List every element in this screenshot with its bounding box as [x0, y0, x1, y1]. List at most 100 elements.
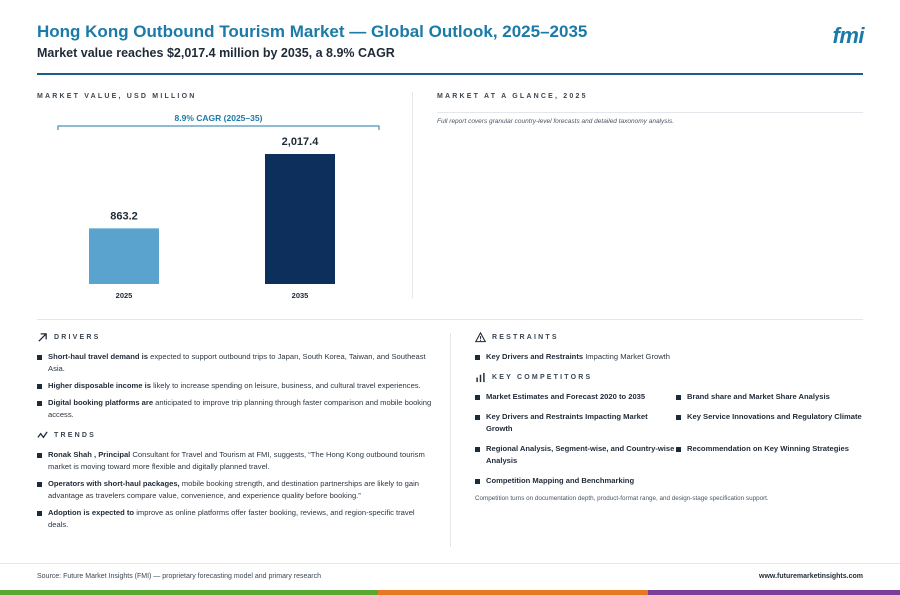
- arrow-up-right-icon: [38, 333, 47, 342]
- competitor-item: Competition Mapping and Benchmarking: [475, 475, 676, 487]
- market-value-bar-chart: 8.9% CAGR (2025–35) 863.2 2025 2,017.4 2035: [57, 113, 380, 300]
- restraints-label: RESTRAINTS: [492, 334, 559, 341]
- driver-item-text: Digital booking platforms are anticipate…: [48, 397, 432, 421]
- competitor-item: Key Drivers and Restraints Impacting Mar…: [475, 411, 676, 435]
- restraint-item-detail: Impacting Market Growth: [583, 352, 671, 361]
- competitor-item: Regional Analysis, Segment-wise, and Cou…: [475, 443, 676, 467]
- bar-value-label: 863.2: [110, 210, 138, 222]
- restraints-competitors-column: RESTRAINTS Key Drivers and Restraints Im…: [475, 332, 867, 502]
- competitor-item-text: Market Estimates and Forecast 2020 to 20…: [486, 392, 646, 401]
- driver-item: Digital booking platforms are anticipate…: [37, 397, 432, 421]
- trends-label: TRENDS: [54, 432, 96, 439]
- competitor-item-text: Key Drivers and Restraints Impacting Mar…: [486, 412, 648, 433]
- bullet-square-icon: [475, 446, 480, 452]
- driver-item-detail: expected to support outbound trips to Ja…: [48, 352, 426, 373]
- header-rule: [37, 73, 863, 75]
- trend-item-text: Operators with short-haul packages, mobi…: [48, 478, 432, 502]
- bullet-square-icon: [475, 354, 480, 360]
- bullet-square-icon: [676, 394, 681, 400]
- bullet-square-icon: [37, 452, 42, 458]
- restraints-header: RESTRAINTS: [475, 332, 867, 343]
- trend-item: Operators with short-haul packages, mobi…: [37, 478, 432, 502]
- trend-item-detail: mobile booking strength, and destination…: [48, 479, 420, 500]
- competitor-item-text: Recommendation on Key Winning Strategies: [687, 444, 849, 453]
- vertical-divider-top: [412, 92, 413, 298]
- bullet-square-icon: [37, 400, 42, 406]
- cagr-annotation: 8.9% CAGR (2025–35): [175, 113, 263, 123]
- footer-bar-segment: [648, 590, 900, 595]
- driver-item-bold: Short-haul travel demand is: [48, 352, 149, 361]
- warning-triangle-icon: [475, 332, 486, 343]
- trends-header: TRENDS: [37, 430, 432, 441]
- footer-bar-segment: [378, 590, 648, 595]
- trend-item-text: Ronak Shah , Principal Consultant for Tr…: [48, 449, 432, 473]
- x-tick-label: 2035: [292, 291, 309, 300]
- driver-item-text: Short-haul travel demand is expected to …: [48, 351, 432, 375]
- competitors-grid: Market Estimates and Forecast 2020 to 20…: [475, 391, 867, 487]
- competitor-item: Recommendation on Key Winning Strategies: [676, 443, 867, 467]
- bar-2035: [265, 154, 335, 284]
- bullet-square-icon: [676, 414, 681, 420]
- bullet-square-icon: [475, 394, 480, 400]
- driver-item: Higher disposable income is likely to in…: [37, 380, 432, 392]
- footer-color-bar: [0, 590, 900, 595]
- trends-list: Ronak Shah , Principal Consultant for Tr…: [37, 449, 432, 531]
- footer-rule: [0, 563, 900, 564]
- competitors-label: KEY COMPETITORS: [492, 374, 593, 381]
- competitor-item-text: Brand share and Market Share Analysis: [687, 392, 830, 401]
- drivers-trends-column: DRIVERS Short-haul travel demand is expe…: [37, 332, 432, 536]
- fmi-logo[interactable]: fmi: [832, 23, 865, 48]
- footer-source: Source: Future Market Insights (FMI) — p…: [37, 573, 321, 580]
- glance-section-label: MARKET AT A GLANCE, 2025: [437, 93, 588, 100]
- bullet-square-icon: [475, 478, 480, 484]
- glance-note: Full report covers granular country-leve…: [437, 118, 675, 125]
- driver-item-bold: Higher disposable income is: [48, 381, 151, 390]
- chart-section-label: MARKET VALUE, USD MILLION: [37, 93, 197, 100]
- competitors-header: KEY COMPETITORS: [475, 372, 867, 383]
- vertical-divider-bottom: [450, 333, 451, 547]
- competitor-item-text: Key Service Innovations and Regulatory C…: [687, 412, 862, 421]
- trend-item: Adoption is expected to improve as onlin…: [37, 507, 432, 531]
- bullet-square-icon: [37, 383, 42, 389]
- competitor-item: Key Service Innovations and Regulatory C…: [676, 411, 867, 435]
- glance-rule: [437, 112, 863, 113]
- drivers-label: DRIVERS: [54, 334, 101, 341]
- restraint-item-text: Key Drivers and Restraints Impacting Mar…: [486, 351, 670, 363]
- competitor-item: Market Estimates and Forecast 2020 to 20…: [475, 391, 676, 403]
- competitor-item-text: Regional Analysis, Segment-wise, and Cou…: [486, 444, 675, 465]
- drivers-list: Short-haul travel demand is expected to …: [37, 351, 432, 421]
- footer-bar-segment: [0, 590, 378, 595]
- restraints-list: Key Drivers and Restraints Impacting Mar…: [475, 351, 867, 363]
- bullet-square-icon: [475, 414, 480, 420]
- page-title: Hong Kong Outbound Tourism Market — Glob…: [37, 22, 588, 41]
- bar-2025: [89, 228, 159, 284]
- horizontal-divider: [37, 319, 863, 320]
- trend-item-bold: Ronak Shah , Principal: [48, 450, 131, 459]
- competitor-item-text: Competition Mapping and Benchmarking: [486, 476, 635, 485]
- restraint-item-bold: Key Drivers and Restraints: [486, 352, 584, 361]
- bullet-square-icon: [37, 510, 42, 516]
- competitor-item: Brand share and Market Share Analysis: [676, 391, 867, 403]
- competitors-note: Competition turns on documentation depth…: [475, 495, 769, 502]
- bullet-square-icon: [37, 481, 42, 487]
- bar-chart-icon: [476, 372, 485, 383]
- trend-line-icon: [37, 431, 48, 439]
- trend-item-bold: Operators with short-haul packages,: [48, 479, 180, 488]
- driver-item: Short-haul travel demand is expected to …: [37, 351, 432, 375]
- restraint-item: Key Drivers and Restraints Impacting Mar…: [475, 351, 867, 363]
- driver-item-detail: likely to increase spending on leisure, …: [150, 381, 421, 390]
- page-subtitle: Market value reaches $2,017.4 million by…: [37, 46, 395, 60]
- cagr-bracket: [57, 125, 380, 130]
- bullet-square-icon: [37, 354, 42, 360]
- footer-url-link[interactable]: www.futuremarketinsights.com: [759, 573, 863, 580]
- trend-item-detail: Consultant for Travel and Tourism at FMI…: [48, 450, 425, 471]
- driver-item-bold: Digital booking platforms are: [48, 398, 154, 407]
- trend-item-bold: Adoption is expected to: [48, 508, 135, 517]
- driver-item-text: Higher disposable income is likely to in…: [48, 380, 421, 392]
- trend-item: Ronak Shah , Principal Consultant for Tr…: [37, 449, 432, 473]
- drivers-header: DRIVERS: [37, 332, 432, 343]
- trend-item-detail: improve as online platforms offer faster…: [48, 508, 415, 529]
- driver-item-detail: anticipated to improve trip planning thr…: [48, 398, 432, 419]
- bar-value-label: 2,017.4: [282, 136, 320, 148]
- trend-item-text: Adoption is expected to improve as onlin…: [48, 507, 432, 531]
